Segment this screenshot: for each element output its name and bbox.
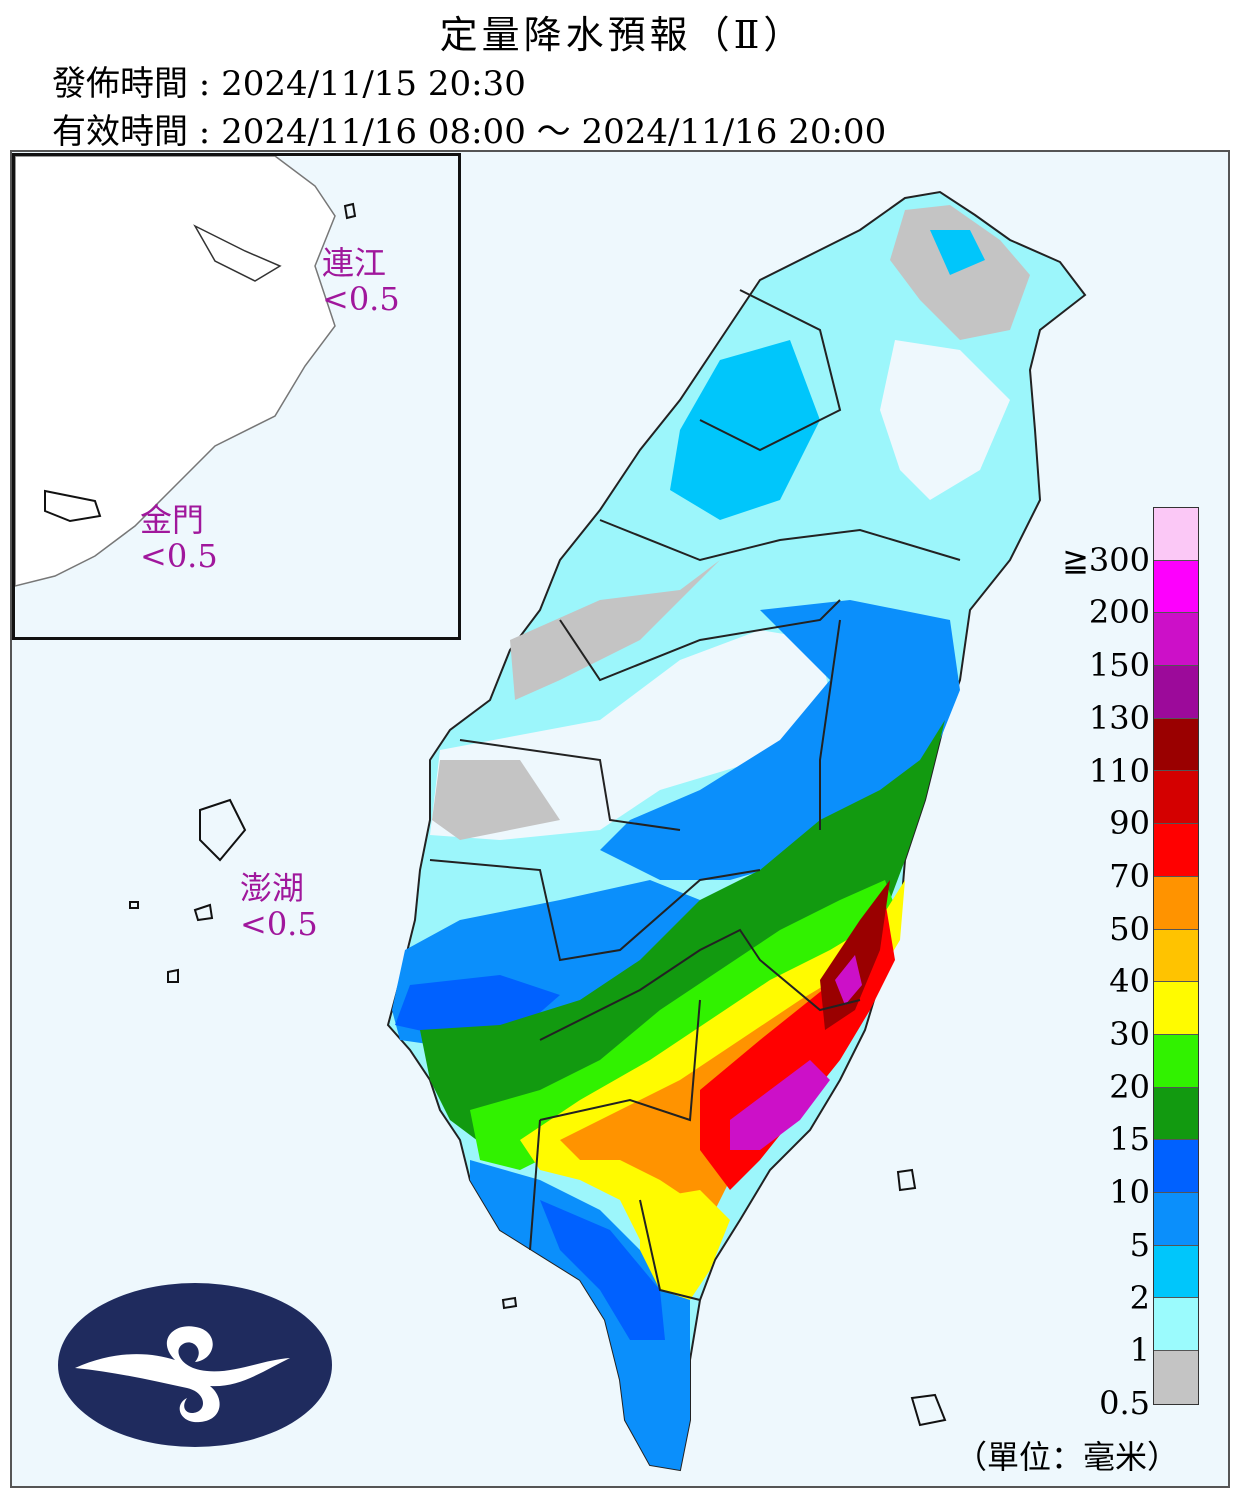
legend-swatch xyxy=(1154,508,1198,561)
legend-tick-label: 70 xyxy=(1109,856,1150,895)
legend-tick-label: 90 xyxy=(1109,804,1150,843)
legend-tick-label: 30 xyxy=(1109,1015,1150,1053)
legend-swatch xyxy=(1154,613,1198,667)
issue-time: 發佈時間 : 2024/11/15 20:30 xyxy=(52,64,526,104)
north-gray-zone xyxy=(890,205,1030,340)
legend-tick-label: 50 xyxy=(1109,909,1150,948)
midwest-gray-strip xyxy=(510,560,720,700)
south-tip-dark xyxy=(540,1200,665,1340)
legend-swatch xyxy=(1154,982,1198,1035)
penghu-name: 澎湖 xyxy=(240,869,305,907)
legend-unit: （單位：毫米） xyxy=(955,1438,1180,1476)
valid-time: 有效時間 : 2024/11/16 08:00 ～ 2024/11/16 20:… xyxy=(52,112,887,152)
legend-tick-label: 2 xyxy=(1129,1278,1150,1317)
legend-swatch xyxy=(1154,876,1198,930)
central-weather-administration-logo xyxy=(58,1283,332,1447)
legend-tick-label: 130 xyxy=(1088,698,1150,737)
legend-swatch xyxy=(1154,824,1198,877)
legend-swatch xyxy=(1154,929,1198,983)
legend-tick-label: 0.5 xyxy=(1099,1383,1150,1422)
legend-tick-label: 10 xyxy=(1109,1173,1150,1212)
light-green-band xyxy=(470,880,900,1170)
legend-swatch xyxy=(1154,771,1198,825)
penghu-label: 澎湖 <0.5 xyxy=(240,870,318,942)
legend-tick-label: 20 xyxy=(1109,1067,1150,1106)
kinmen-value: <0.5 xyxy=(140,537,218,575)
legend-swatch xyxy=(1154,1245,1198,1299)
penghu-islands xyxy=(129,798,247,983)
legend-tick-label: 15 xyxy=(1109,1120,1150,1159)
legend-swatch xyxy=(1154,560,1198,614)
inset-coastline xyxy=(14,155,357,587)
legend-tick-label: 40 xyxy=(1109,962,1150,1001)
map-title: 定量降水預報（Ⅱ） xyxy=(439,13,806,57)
legend-swatch xyxy=(1154,1192,1198,1246)
legend-tick-label: 1 xyxy=(1129,1331,1150,1370)
legend-tick-label: 150 xyxy=(1088,646,1150,685)
legend-tick-label: 200 xyxy=(1088,593,1150,632)
legend-swatch xyxy=(1154,1351,1198,1404)
southeast-yellow xyxy=(640,1190,730,1300)
northeast-blue-patch xyxy=(930,230,985,275)
central-gray-zone xyxy=(432,760,560,840)
legend-swatch xyxy=(1154,1140,1198,1193)
legend-swatch xyxy=(1154,718,1198,772)
county-boundaries xyxy=(429,289,961,1301)
green-lanyu-islands xyxy=(501,1168,947,1427)
legend-swatch xyxy=(1154,1298,1198,1351)
penghu-value: <0.5 xyxy=(240,905,318,943)
north-white-zone xyxy=(880,340,1010,500)
south-tip-blue xyxy=(470,1160,690,1470)
lienchiang-value: <0.5 xyxy=(322,280,400,318)
legend-tick-label: 5 xyxy=(1129,1225,1150,1264)
inset-panel xyxy=(12,153,461,640)
purple-max-east xyxy=(835,955,862,1005)
kinmen-label: 金門 <0.5 xyxy=(140,502,218,574)
legend-swatch xyxy=(1154,666,1198,719)
legend-swatch xyxy=(1154,1034,1198,1088)
legend-tick-label: 110 xyxy=(1088,751,1150,790)
lienchiang-name: 連江 xyxy=(322,244,387,282)
legend-swatch xyxy=(1154,1087,1198,1141)
green-band xyxy=(420,720,945,1150)
north-blue-patches xyxy=(670,340,820,520)
lienchiang-label: 連江 <0.5 xyxy=(322,245,400,317)
kinmen-name: 金門 xyxy=(140,501,205,539)
purple-max-south xyxy=(730,1060,830,1150)
legend-color-bar xyxy=(1153,507,1199,1405)
legend-tick-label: ≧300 xyxy=(1062,540,1150,579)
